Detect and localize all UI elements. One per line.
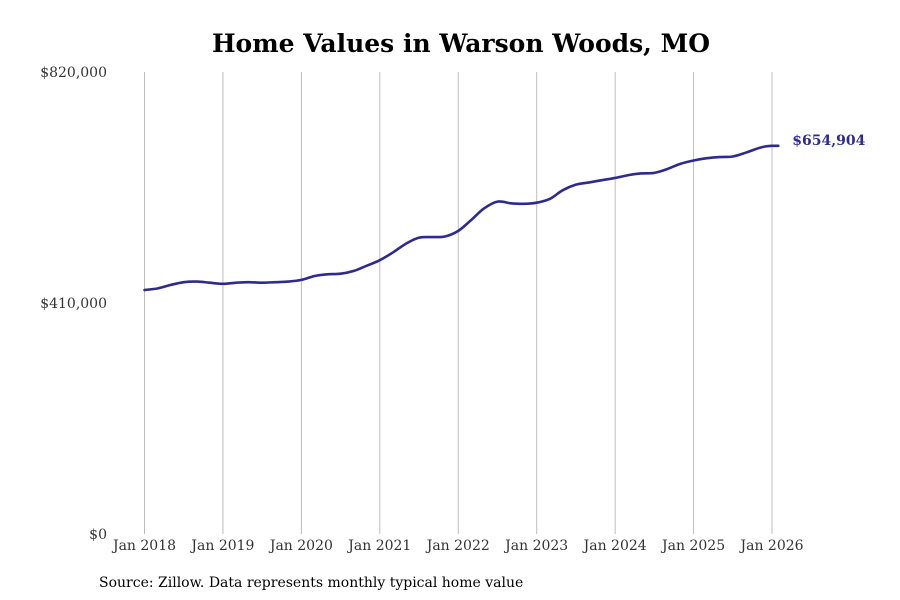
- y-tick-label-2: $820,000: [40, 65, 107, 81]
- y-tick-label-0: $0: [89, 527, 107, 543]
- x-tick-label-2: Jan 2020: [268, 538, 333, 554]
- x-tick-label-1: Jan 2019: [189, 538, 254, 554]
- y-axis-ticks: $0 $410,000 $820,000: [40, 65, 107, 543]
- x-axis-ticks: Jan 2018 Jan 2019 Jan 2020 Jan 2021 Jan 2022…: [111, 538, 804, 554]
- series-end-label-0: $654,904: [792, 133, 865, 149]
- x-tick-label-5: Jan 2023: [503, 538, 568, 554]
- x-tick-label-7: Jan 2025: [660, 538, 725, 554]
- x-tick-label-3: Jan 2021: [346, 538, 411, 554]
- series-layer: $654,904: [143, 133, 866, 292]
- y-tick-label-1: $410,000: [40, 296, 107, 312]
- x-tick-label-6: Jan 2024: [582, 538, 647, 554]
- series-line-0: [143, 144, 780, 292]
- source-note: Source: Zillow. Data represents monthly …: [99, 575, 523, 591]
- x-tick-label-8: Jan 2026: [738, 538, 803, 554]
- chart-title: Home Values in Warson Woods, MO: [212, 29, 710, 58]
- x-tick-label-4: Jan 2022: [425, 538, 490, 554]
- x-tick-label-0: Jan 2018: [111, 538, 176, 554]
- grid-lines: [144, 72, 773, 534]
